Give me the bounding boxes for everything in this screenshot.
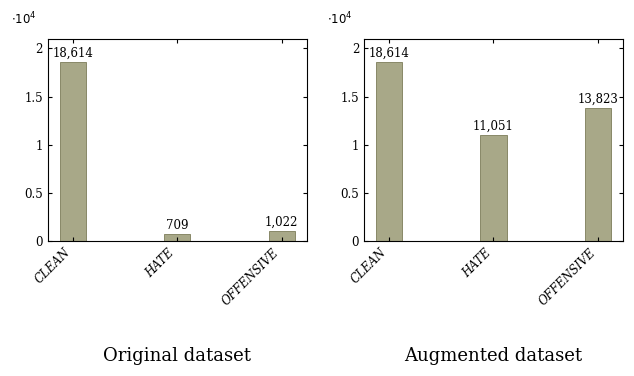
Text: $\cdot10^4$: $\cdot10^4$: [11, 11, 37, 28]
Text: 18,614: 18,614: [368, 46, 410, 59]
Bar: [376, 62, 402, 241]
Text: 1,022: 1,022: [265, 216, 299, 229]
Text: 709: 709: [166, 219, 188, 232]
Bar: [481, 135, 507, 241]
Bar: [269, 231, 295, 241]
X-axis label: Original dataset: Original dataset: [103, 347, 251, 365]
Text: $\cdot10^4$: $\cdot10^4$: [327, 11, 353, 28]
Text: 13,823: 13,823: [578, 92, 619, 106]
Bar: [164, 234, 190, 241]
Bar: [60, 62, 86, 241]
Text: 11,051: 11,051: [473, 119, 514, 132]
Bar: [585, 108, 611, 241]
X-axis label: Augmented dataset: Augmented dataset: [404, 347, 583, 365]
Text: 18,614: 18,614: [52, 46, 93, 59]
